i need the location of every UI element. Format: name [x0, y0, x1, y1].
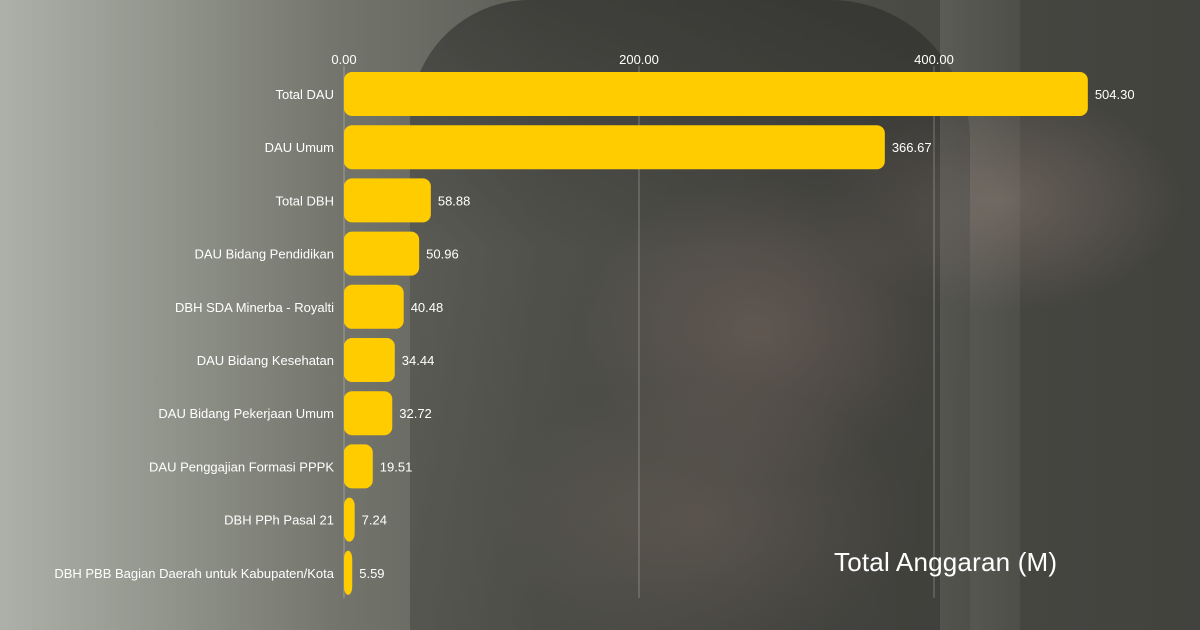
data-label: 34.44	[402, 353, 435, 368]
x-tick-label: 0.00	[331, 52, 356, 67]
bar	[344, 497, 355, 542]
category-label: Total DAU	[275, 87, 334, 102]
category-label: DAU Penggajian Formasi PPPK	[149, 459, 334, 474]
bar	[344, 338, 395, 382]
bar	[344, 72, 1088, 116]
data-label: 58.88	[438, 193, 471, 208]
data-label: 366.67	[892, 140, 932, 155]
data-label: 50.96	[426, 247, 459, 262]
bar	[344, 125, 885, 170]
category-label: DBH SDA Minerba - Royalti	[175, 300, 334, 315]
bars	[344, 72, 1088, 595]
category-label: DAU Bidang Pekerjaan Umum	[158, 406, 334, 421]
data-label: 7.24	[362, 513, 387, 528]
data-label: 32.72	[399, 406, 432, 421]
category-label: DAU Umum	[265, 140, 334, 155]
bar	[344, 444, 373, 489]
data-label: 504.30	[1095, 87, 1135, 102]
category-labels: Total DAU DAU Umum Total DBH DAU Bidang Pen…	[54, 87, 334, 581]
bar	[344, 231, 420, 276]
data-label: 19.51	[380, 459, 413, 474]
bar	[344, 550, 353, 595]
category-label: DAU Bidang Pendidikan	[195, 247, 334, 262]
category-label: DBH PPh Pasal 21	[224, 513, 334, 528]
x-tick-label: 400.00	[914, 52, 954, 67]
data-label: 40.48	[411, 300, 444, 315]
chart-title: Total Anggaran (M)	[834, 547, 1058, 577]
bar	[344, 178, 431, 223]
value-labels: 504.30 366.67 58.88 50.96 40.48 34.44 32.72 19.…	[359, 87, 1134, 581]
category-label: DBH PBB Bagian Daerah untuk Kabupaten/Ko…	[54, 566, 334, 581]
bar	[344, 391, 393, 436]
category-label: Total DBH	[275, 193, 334, 208]
data-label: 5.59	[359, 566, 384, 581]
category-label: DAU Bidang Kesehatan	[197, 353, 334, 368]
x-tick-label: 200.00	[619, 52, 659, 67]
x-axis-ticks: 0.00 200.00 400.00	[331, 52, 954, 67]
bar	[344, 284, 404, 329]
